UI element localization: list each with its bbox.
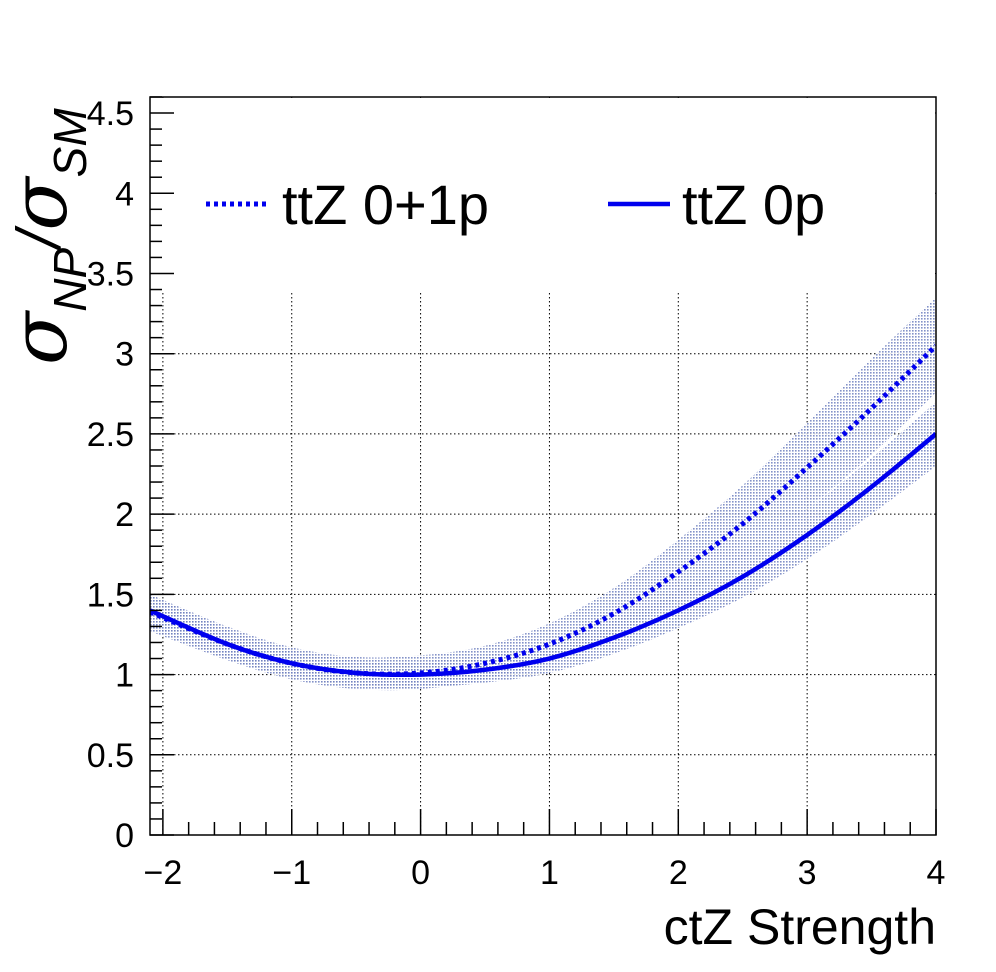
y-axis-subscript-sm: SM (44, 108, 96, 178)
series-line-0 (150, 343, 936, 677)
y-tick-label: 1 (115, 657, 134, 695)
y-axis-sigma-numerator: σ (0, 310, 85, 365)
x-tick-label: 2 (669, 854, 688, 892)
x-axis-title: ctZ Strength (664, 899, 936, 955)
legend-label-1: ttZ 0p (682, 173, 825, 236)
uncertainty-band-1 (150, 401, 936, 688)
x-tick-label: 0 (411, 854, 430, 892)
y-tick-label: 2.5 (87, 416, 134, 454)
y-tick-label: 0.5 (87, 737, 134, 775)
y-tick-label: 1.5 (87, 576, 134, 614)
x-tick-label: 4 (927, 854, 946, 892)
y-tick-label: 3.5 (87, 255, 134, 293)
y-tick-label: 4 (115, 175, 134, 213)
y-tick-labels: 0 0.5 1 1.5 2 2.5 3 3.5 4 4.5 (87, 95, 134, 855)
y-tick-label: 3 (115, 336, 134, 374)
x-tick-label: 1 (540, 854, 559, 892)
y-axis-sigma-denominator: σ (0, 176, 85, 231)
x-tick-label: 3 (798, 854, 817, 892)
y-tick-label: 4.5 (87, 95, 134, 133)
y-axis-subscript-np: NP (44, 248, 96, 312)
x-tick-label: −2 (144, 854, 183, 892)
series-lines (150, 343, 936, 678)
series-line-1 (150, 432, 936, 678)
legend-label-0: ttZ 0+1p (282, 173, 489, 236)
y-tick-label: 2 (115, 496, 134, 534)
legend: ttZ 0+1p ttZ 0p (206, 173, 825, 236)
svg-text:σNP/σSM: σNP/σSM (0, 108, 96, 365)
x-tick-labels: −2 −1 0 1 2 3 4 (144, 854, 946, 892)
x-tick-label: −1 (272, 854, 311, 892)
legend-background (151, 98, 935, 292)
axis-ticks (150, 96, 937, 836)
y-axis-title: σNP/σSM (0, 108, 96, 365)
y-tick-label: 0 (115, 817, 134, 855)
